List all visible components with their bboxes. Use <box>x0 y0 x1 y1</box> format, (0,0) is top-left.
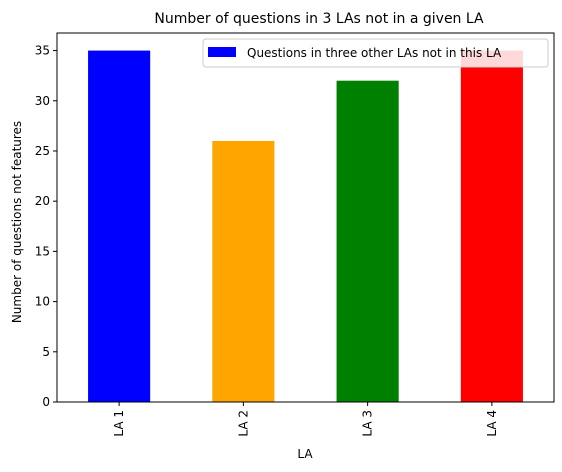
legend-swatch <box>208 47 236 57</box>
bar-1 <box>88 50 151 402</box>
x-tick-label: LA 3 <box>361 410 375 437</box>
y-tick-label: 10 <box>35 295 50 309</box>
y-axis: 0 5 10 15 20 25 30 35 <box>35 44 57 409</box>
x-tick-label: LA 4 <box>485 410 499 437</box>
legend-label: Questions in three other LAs not in this… <box>247 46 502 60</box>
y-tick-label: 35 <box>35 44 50 58</box>
legend: Questions in three other LAs not in this… <box>202 38 549 68</box>
y-tick-label: 20 <box>35 194 50 208</box>
x-tick-label: LA 2 <box>236 410 250 437</box>
x-axis-label: LA <box>297 447 313 461</box>
y-tick-label: 5 <box>42 345 50 359</box>
x-tick-label: LA 1 <box>112 410 126 437</box>
y-tick-label: 25 <box>35 144 50 158</box>
y-tick-label: 15 <box>35 244 50 258</box>
y-tick-label: 30 <box>35 94 50 108</box>
bars-layer <box>88 50 523 402</box>
x-axis: LA 1 LA 2 LA 3 LA 4 <box>112 402 499 437</box>
y-tick-label: 0 <box>42 395 50 409</box>
bar-2 <box>212 140 275 402</box>
bar-3 <box>336 80 399 402</box>
chart-title: Number of questions in 3 LAs not in a gi… <box>154 11 484 27</box>
y-axis-label: Number of questions not features <box>10 121 24 323</box>
bar-4 <box>460 50 523 402</box>
plot-frame <box>56 32 555 403</box>
legend-box <box>202 38 549 68</box>
